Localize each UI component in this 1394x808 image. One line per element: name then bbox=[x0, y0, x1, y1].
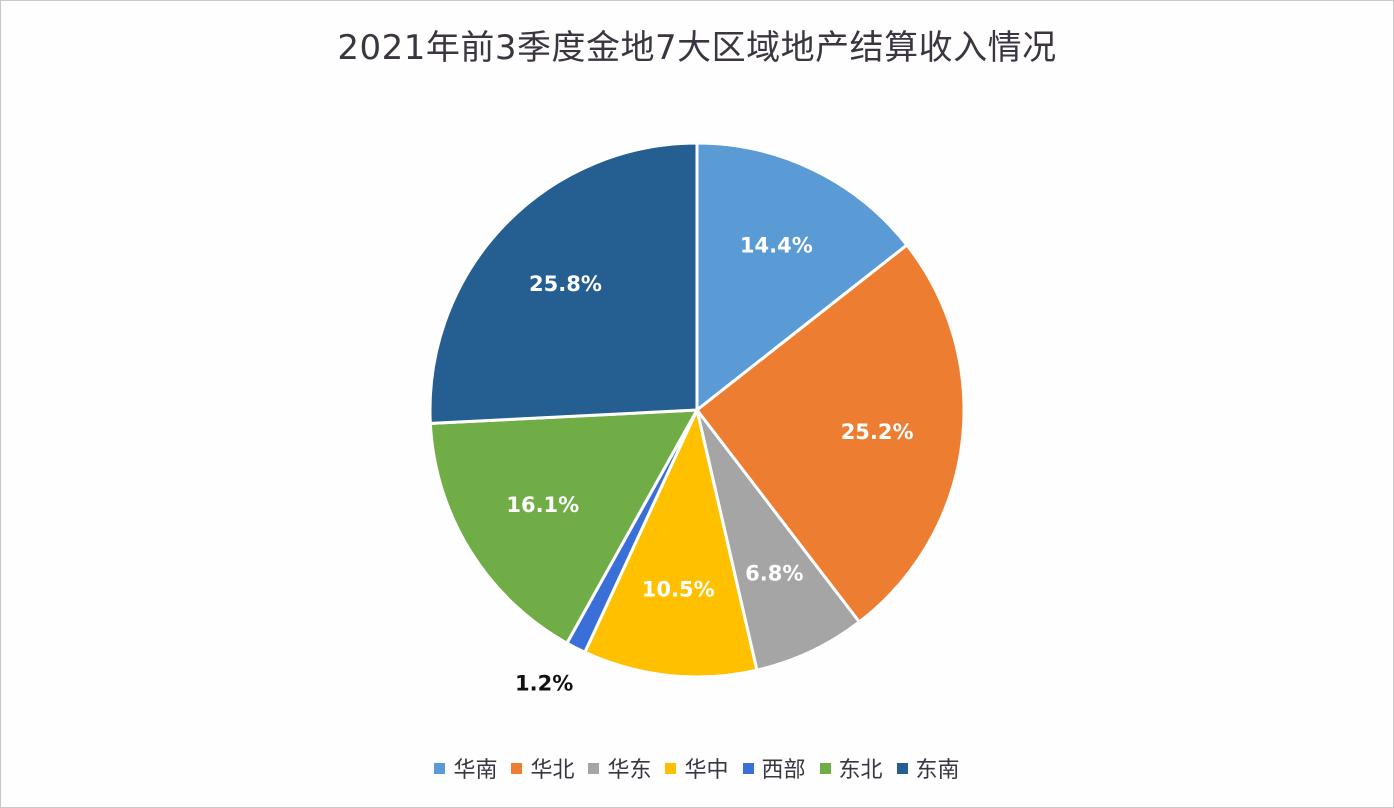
legend-label: 华中 bbox=[684, 758, 729, 783]
slice-value-label: 16.1% bbox=[506, 493, 579, 517]
slice-value-label: 10.5% bbox=[642, 578, 715, 602]
slice-value-label: 6.8% bbox=[745, 561, 803, 585]
chart-title: 2021年前3季度金地7大区域地产结算收入情况 bbox=[337, 28, 1057, 68]
legend-item: 华南 bbox=[434, 752, 497, 784]
legend-swatch-icon bbox=[742, 762, 754, 774]
chart-legend: 华南 华北 华东 华中 西部 东北 东南 bbox=[0, 752, 1394, 784]
pie-labels: 14.4% 25.2% 6.8% 10.5% 1.2% 16.1% 25.8% bbox=[506, 234, 913, 696]
legend-swatch-icon bbox=[819, 762, 831, 774]
legend-swatch-icon bbox=[896, 762, 908, 774]
pie-slices bbox=[428, 141, 966, 679]
slice-value-label: 1.2% bbox=[515, 672, 573, 696]
pie-slice bbox=[428, 408, 700, 646]
slice-value-label: 25.2% bbox=[841, 420, 914, 444]
legend-label: 华北 bbox=[530, 758, 575, 783]
legend-item: 东北 bbox=[819, 752, 883, 784]
legend-label: 华南 bbox=[453, 758, 498, 783]
legend-swatch-icon bbox=[665, 762, 677, 774]
legend-swatch-icon bbox=[511, 762, 523, 774]
legend-swatch-icon bbox=[434, 762, 446, 774]
legend-label: 西部 bbox=[761, 758, 806, 783]
pie-slice bbox=[582, 405, 759, 679]
pie-slice bbox=[695, 409, 862, 672]
legend-item: 华中 bbox=[665, 752, 729, 784]
legend-item: 东南 bbox=[896, 752, 960, 784]
pie-slice bbox=[428, 141, 699, 425]
legend-item: 华东 bbox=[588, 752, 651, 784]
slice-value-label: 14.4% bbox=[740, 234, 813, 258]
slice-value-label: 25.8% bbox=[529, 272, 602, 296]
legend-label: 东北 bbox=[838, 758, 883, 783]
legend-item: 西部 bbox=[742, 752, 806, 784]
legend-label: 华东 bbox=[607, 758, 652, 783]
pie-slice bbox=[694, 242, 966, 625]
legend-item: 华北 bbox=[511, 752, 574, 784]
legend-swatch-icon bbox=[588, 762, 600, 774]
pie-slice bbox=[695, 141, 910, 414]
legend-label: 东南 bbox=[915, 758, 960, 783]
